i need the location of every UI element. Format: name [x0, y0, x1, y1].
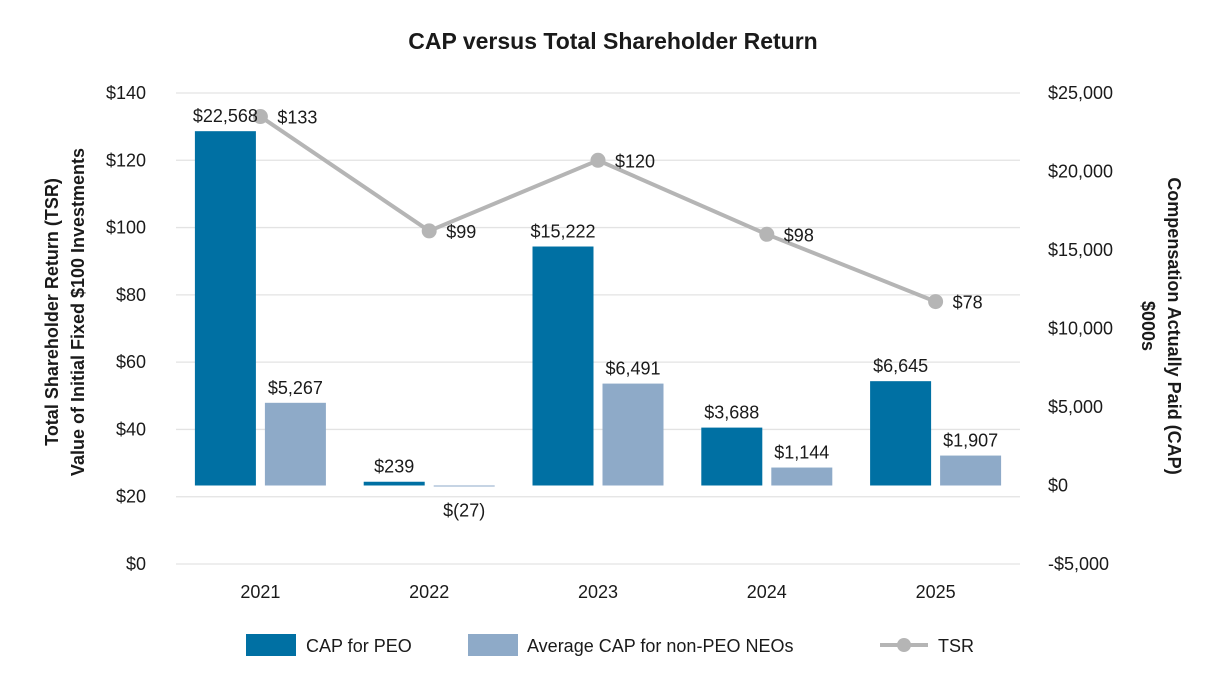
left-axis-label-line2: Value of Initial Fixed $100 Investments: [68, 148, 88, 476]
tsr-data-label: $98: [784, 225, 814, 245]
data-labels: $22,568 $239 $15,222 $3,688 $6,645 $5,267 $(27…: [193, 106, 998, 520]
bar-avg-cap: [940, 455, 1002, 486]
x-tick-label: 2024: [747, 582, 787, 602]
left-tick-label: $0: [126, 554, 146, 574]
legend-label-avg-cap: Average CAP for non-PEO NEOs: [527, 636, 793, 656]
right-tick-label: $5,000: [1048, 397, 1103, 417]
right-tick-label: $10,000: [1048, 319, 1113, 339]
left-tick-label: $140: [106, 83, 146, 103]
right-tick-label: $15,000: [1048, 240, 1113, 260]
left-tick-label: $20: [116, 487, 146, 507]
right-axis-ticks: -$5,000 $0 $5,000 $10,000 $15,000 $20,000 $25,…: [1048, 83, 1113, 574]
x-tick-label: 2022: [409, 582, 449, 602]
tsr-data-label: $120: [615, 151, 655, 171]
x-tick-label: 2025: [916, 582, 956, 602]
data-label-cap-peo: $6,645: [873, 356, 928, 376]
data-label-avg-cap: $6,491: [605, 359, 660, 379]
bar-cap-peo: [194, 131, 256, 486]
data-label-cap-peo: $15,222: [530, 222, 595, 242]
tsr-point: [590, 152, 606, 168]
right-tick-label: $20,000: [1048, 162, 1113, 182]
legend-swatch-cap-peo: [246, 634, 296, 656]
legend: CAP for PEO Average CAP for non-PEO NEOs…: [246, 634, 974, 656]
right-tick-label: $0: [1048, 476, 1068, 496]
left-tick-label: $80: [116, 285, 146, 305]
bar-cap-peo: [701, 427, 763, 486]
right-axis-label-line2: $000s: [1138, 301, 1158, 351]
left-tick-label: $40: [116, 419, 146, 439]
data-label-avg-cap: $1,907: [943, 431, 998, 451]
tsr-point: [252, 109, 268, 125]
x-axis-ticks: 2021 2022 2023 2024 2025: [240, 582, 955, 602]
bar-avg-cap: [433, 485, 495, 487]
tsr-line-path: [259, 114, 937, 304]
bar-cap-peo: [363, 481, 425, 486]
bar-avg-cap: [602, 383, 664, 486]
left-tick-label: $60: [116, 352, 146, 372]
tsr-point: [759, 226, 775, 242]
data-label-avg-cap: $1,144: [774, 443, 829, 463]
right-axis-label-line1: Compensation Actually Paid (CAP): [1164, 177, 1184, 474]
data-label-cap-peo: $239: [374, 457, 414, 477]
x-tick-label: 2021: [240, 582, 280, 602]
tsr-line: [252, 109, 944, 310]
data-label-cap-peo: $3,688: [704, 403, 759, 423]
tsr-data-label: $133: [277, 108, 317, 128]
x-tick-label: 2023: [578, 582, 618, 602]
left-axis-ticks: $0 $20 $40 $60 $80 $100 $120 $140: [106, 83, 146, 574]
tsr-point: [928, 294, 944, 310]
data-label-avg-cap: $5,267: [268, 378, 323, 398]
bar-avg-cap: [771, 467, 833, 486]
left-tick-label: $120: [106, 150, 146, 170]
bars: [194, 131, 1002, 487]
bar-avg-cap: [264, 402, 326, 486]
legend-swatch-avg-cap: [468, 634, 518, 656]
data-label-cap-peo: $22,568: [193, 106, 258, 126]
left-axis-label-line1: Total Shareholder Return (TSR): [42, 178, 62, 446]
bar-cap-peo: [532, 246, 594, 486]
right-tick-label: -$5,000: [1048, 554, 1109, 574]
tsr-data-label: $78: [953, 293, 983, 313]
tsr-point: [421, 223, 437, 239]
legend-label-tsr: TSR: [938, 636, 974, 656]
tsr-data-label: $99: [446, 222, 476, 242]
legend-label-cap-peo: CAP for PEO: [306, 636, 412, 656]
legend-marker-tsr: [897, 638, 911, 652]
left-tick-label: $100: [106, 218, 146, 238]
right-tick-label: $25,000: [1048, 83, 1113, 103]
bar-cap-peo: [870, 381, 932, 486]
chart-title: CAP versus Total Shareholder Return: [408, 28, 817, 54]
data-label-avg-cap: $(27): [443, 501, 485, 521]
